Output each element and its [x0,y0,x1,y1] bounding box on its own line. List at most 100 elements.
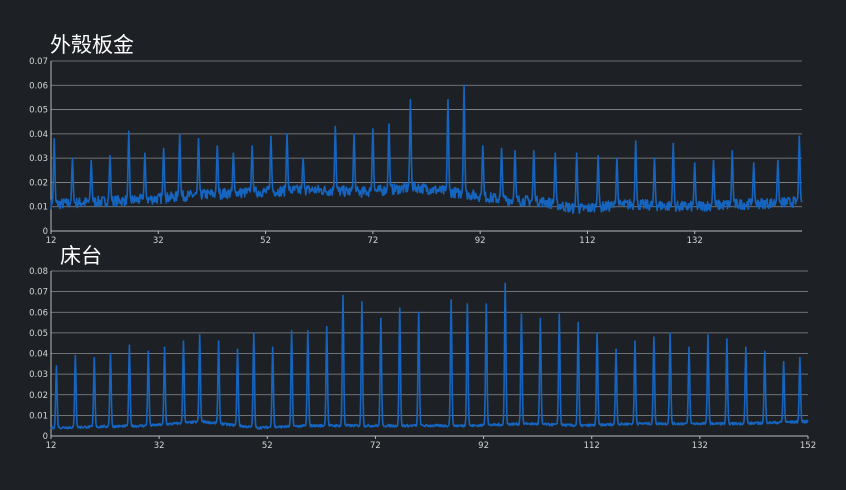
peak-point [216,145,219,147]
peak-point [596,332,598,334]
y-tick-label: 0.06 [29,308,48,318]
peak-point [144,152,146,155]
peak-point [109,352,112,355]
y-tick-label: 0.04 [29,130,48,140]
peak-point [597,154,599,157]
peak-point [270,135,272,138]
peak-point [388,123,390,125]
peak-point [74,354,77,357]
y-tick-label: 0.07 [29,288,48,298]
peak-point [251,145,253,147]
x-tick-label: 32 [153,236,164,246]
peak-point [799,356,801,359]
peak-point [777,159,779,162]
y-tick-label: 0.02 [29,391,48,401]
x-tick-label: 72 [370,441,381,451]
peak-point [232,152,235,155]
peak-point [409,99,412,101]
peak-point [669,332,671,334]
peak-point [752,162,755,164]
x-tick-label: 92 [478,441,489,451]
peak-point [463,84,465,87]
peak-point [109,154,111,157]
peak-point [653,336,655,338]
y-tick-label: 0 [43,432,48,442]
peak-point [302,157,304,159]
peak-point [307,330,309,332]
peak-point [90,159,93,162]
chart-panel-machine-bed: 床台 0 0.01 0.02 0.03 0.04 0.05 0.06 0.07 0.08 12 32 5… [29,244,816,451]
y-tick-label: 0.02 [29,178,48,188]
chart-panel-shell-metal: 外殼板金 0 0.01 0.02 0.03 0.04 0.05 0.06 0.07 12 32 52 7… [29,33,803,246]
y-tick-label: 0.03 [29,370,48,380]
y-tick-label: 0.01 [29,411,48,421]
x-tick-label: 152 [800,441,816,451]
y-tick-label: 0.03 [29,154,48,164]
y-tick-label: 0.08 [29,267,48,277]
peak-point [482,145,484,147]
peak-point [147,350,150,353]
peak-point [398,307,401,309]
peak-point [520,313,523,316]
y-tick-label: 0.05 [29,329,48,339]
peak-point [745,346,747,349]
peak-point [798,135,801,138]
peak-point [71,157,74,159]
peak-point [504,282,507,285]
x-tick-label: 32 [154,441,165,451]
x-tick-label: 112 [584,441,600,451]
x-tick-label: 52 [260,236,271,246]
x-tick-label: 12 [46,441,57,451]
peak-point [558,313,561,316]
x-tick-label: 12 [46,236,57,246]
peak-point [731,150,734,152]
peak-point [178,133,181,135]
peak-point [372,128,374,130]
peak-point [342,294,344,297]
y-tick-label: 0 [43,227,48,237]
peak-point [707,334,709,336]
peak-point [334,125,337,128]
x-tick-label: 112 [579,236,595,246]
peak-point [252,332,255,334]
peak-point [726,338,728,340]
peak-point [217,340,220,342]
y-tick-label: 0.01 [29,203,48,213]
x-tick-label: 92 [475,236,486,246]
y-tick-label: 0.05 [29,106,48,116]
peak-point [55,365,58,367]
peak-point [353,133,355,135]
y-tick-label: 0.06 [29,81,48,91]
chart-title: 床台 [60,244,102,268]
peak-point [539,317,542,320]
y-tick-label: 0.04 [29,350,48,360]
peak-point [450,299,452,301]
peak-point [634,340,636,342]
peak-point [93,356,96,359]
x-tick-label: 132 [692,441,708,451]
peak-point [577,321,579,324]
x-tick-label: 52 [262,441,273,451]
peak-point [162,147,165,150]
peak-point [325,325,328,328]
peak-point [286,133,288,135]
peak-point [198,334,201,336]
peak-point [782,360,785,363]
peak-point [653,157,656,159]
y-tick-label: 0.07 [29,57,48,67]
series-line [50,282,809,430]
peak-point [634,140,637,142]
peak-point [466,303,469,305]
peak-point [271,346,274,349]
peak-point [197,137,200,140]
peak-point [693,162,696,164]
peak-point [182,340,185,342]
peak-point [290,330,293,332]
peak-point [575,152,578,155]
x-tick-label: 72 [367,236,378,246]
peak-point [763,350,766,353]
peak-point [712,159,715,162]
peak-point [672,142,675,145]
chart-title: 外殼板金 [50,33,134,57]
peak-point [128,344,131,347]
